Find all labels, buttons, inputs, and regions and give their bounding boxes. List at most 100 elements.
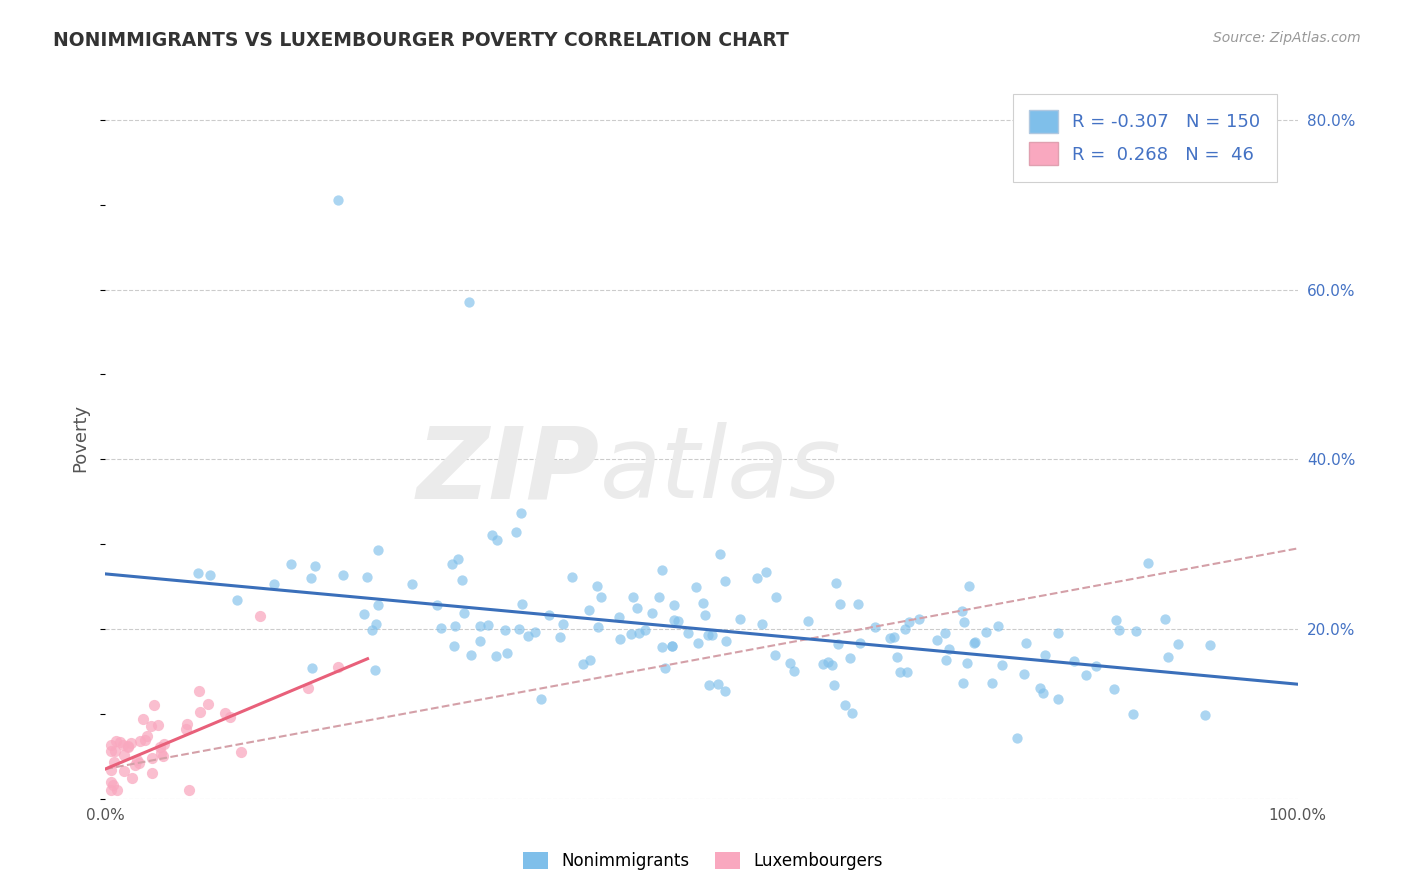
Point (1125, 624, 1147, 639)
Point (609, 632, 631, 646)
Point (634, 623, 657, 637)
Point (494, 623, 516, 637)
Point (713, 684, 735, 698)
Point (963, 636, 986, 650)
Point (820, 657, 842, 672)
Point (364, 663, 387, 677)
Point (980, 676, 1002, 690)
Point (1157, 649, 1180, 664)
Point (103, 755, 125, 769)
Point (620, 627, 643, 641)
Point (957, 579, 980, 593)
Point (848, 636, 870, 650)
Point (1046, 691, 1069, 706)
Point (817, 655, 839, 669)
Point (112, 764, 135, 778)
Point (628, 625, 651, 640)
Point (100, 774, 122, 789)
Point (523, 624, 546, 639)
Point (651, 640, 673, 655)
Point (648, 590, 671, 604)
Point (128, 756, 150, 770)
Point (197, 698, 219, 712)
Point (640, 607, 662, 621)
Point (572, 657, 595, 672)
Point (468, 618, 491, 632)
Point (190, 705, 212, 719)
Point (1046, 626, 1069, 640)
Point (963, 635, 986, 649)
Point (326, 194, 349, 208)
Point (688, 636, 710, 650)
Point (429, 621, 451, 635)
Point (141, 751, 163, 765)
Point (149, 740, 172, 755)
Point (1074, 668, 1097, 682)
Point (326, 660, 349, 674)
Point (621, 590, 644, 604)
Point (443, 639, 465, 653)
Point (100, 738, 122, 752)
Point (304, 559, 326, 574)
Point (141, 719, 163, 733)
Point (894, 622, 917, 636)
Point (146, 717, 169, 731)
Point (1102, 681, 1125, 696)
Point (1167, 638, 1189, 652)
Point (548, 630, 571, 644)
Point (707, 677, 730, 691)
Point (367, 598, 389, 612)
Point (451, 573, 474, 587)
Point (460, 648, 482, 663)
Point (353, 607, 375, 621)
Point (1015, 636, 1038, 650)
Point (714, 634, 737, 648)
Point (468, 634, 491, 648)
Point (104, 744, 127, 758)
Point (952, 615, 974, 629)
Point (908, 612, 931, 626)
Point (496, 646, 519, 660)
Point (976, 625, 998, 640)
Point (586, 620, 609, 634)
Point (174, 722, 197, 736)
Point (697, 678, 720, 692)
Point (797, 614, 820, 628)
Point (779, 656, 801, 670)
Point (141, 766, 163, 780)
Point (510, 597, 533, 611)
Point (100, 744, 122, 758)
Point (121, 771, 143, 785)
Point (1033, 648, 1056, 662)
Point (952, 676, 974, 690)
Point (589, 590, 612, 604)
Point (129, 734, 152, 748)
Point (883, 630, 905, 644)
Point (745, 571, 768, 585)
Point (898, 615, 921, 629)
Point (685, 581, 707, 595)
Point (356, 570, 378, 584)
Point (152, 749, 174, 764)
Point (143, 698, 166, 712)
Point (811, 657, 834, 671)
Point (149, 746, 172, 760)
Point (1194, 708, 1216, 723)
Point (755, 565, 778, 579)
Point (426, 598, 449, 612)
Point (280, 557, 302, 571)
Text: NONIMMIGRANTS VS LUXEMBOURGER POVERTY CORRELATION CHART: NONIMMIGRANTS VS LUXEMBOURGER POVERTY CO… (53, 31, 789, 50)
Point (299, 571, 322, 585)
Point (693, 608, 716, 623)
Point (457, 295, 479, 310)
Point (1084, 659, 1107, 673)
Point (132, 712, 155, 726)
Point (607, 610, 630, 624)
Point (553, 616, 575, 631)
Text: atlas: atlas (600, 422, 842, 519)
Point (187, 566, 209, 580)
Legend: Nonimmigrants, Luxembourgers: Nonimmigrants, Luxembourgers (516, 845, 890, 877)
Point (301, 661, 323, 675)
Point (692, 596, 714, 610)
Legend: R = -0.307   N = 150, R =  0.268   N =  46: R = -0.307 N = 150, R = 0.268 N = 46 (1012, 94, 1277, 182)
